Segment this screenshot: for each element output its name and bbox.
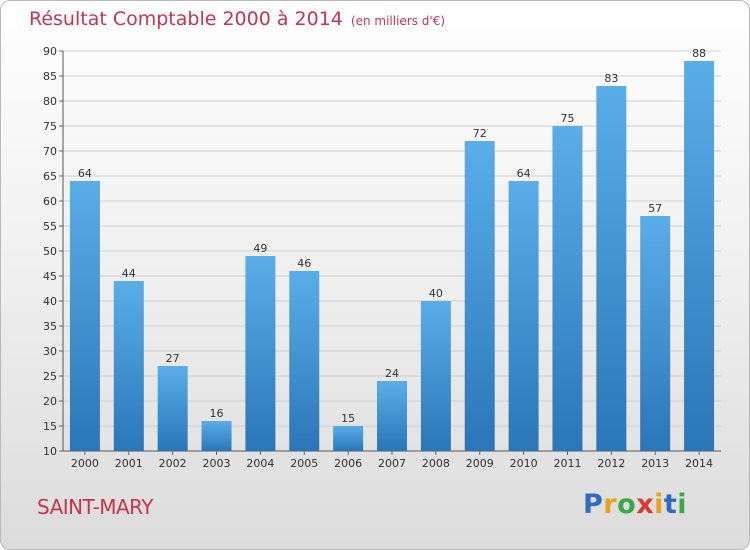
bar-2004 [245,256,276,451]
logo-letter: x [636,489,655,520]
bar-2011 [552,126,583,451]
bar-2000 [69,181,100,451]
x-tick-label-2004: 2004 [246,457,274,470]
data-label-2007: 24 [385,367,399,380]
logo-letter: i [654,489,664,520]
bar-2010 [508,181,539,451]
bar-2006 [333,426,364,451]
y-tick-label: 35 [43,320,57,333]
x-tick-label-2014: 2014 [685,457,713,470]
x-tick-label-2008: 2008 [422,457,450,470]
x-tick-label-2005: 2005 [290,457,318,470]
proxiti-logo[interactable]: Proxiti [583,489,687,520]
data-label-2013: 57 [648,202,662,215]
data-label-2002: 27 [166,352,180,365]
y-tick-label: 30 [43,345,57,358]
y-tick-label: 10 [43,445,57,458]
bar-2009 [464,141,495,451]
bar-2012 [596,86,627,451]
bar-2007 [377,381,407,451]
logo-letter: r [603,489,618,520]
axis-layer: 10 15 20 25 30 35 40 45 50 55 60 65 70 75 80 85 90 2000 20… [43,45,721,470]
logo-letter: i [677,489,688,520]
data-label-2008: 40 [429,287,443,300]
logo-letter: P [583,489,604,520]
data-label-2012: 83 [604,72,618,85]
x-tick-label-2002: 2002 [159,457,187,470]
data-label-2006: 15 [341,412,355,425]
bar-2014 [684,61,715,451]
bar-2005 [289,271,320,451]
data-label-2011: 75 [560,112,574,125]
x-tick-label-2003: 2003 [203,457,231,470]
x-tick-label-2001: 2001 [115,457,143,470]
y-tick-label: 75 [43,120,57,133]
data-label-2004: 49 [253,242,267,255]
data-label-2010: 64 [517,167,531,180]
commune-name: SAINT-MARY [37,495,153,519]
y-tick-label: 50 [43,245,57,258]
data-label-2005: 46 [297,257,311,270]
y-tick-label: 60 [43,195,57,208]
data-label-2001: 44 [122,267,136,280]
data-label-2000: 64 [78,167,92,180]
logo-letter: t [663,489,678,520]
y-tick-label: 25 [43,370,57,383]
x-tick-label-2009: 2009 [466,457,494,470]
chart-title-text: Résultat Comptable 2000 à 2014 [29,8,343,30]
x-tick-label-2007: 2007 [378,457,406,470]
x-tick-label-2012: 2012 [597,457,625,470]
bar-2003 [201,421,232,451]
y-tick-label: 45 [43,270,57,283]
y-tick-label: 20 [43,395,57,408]
y-tick-label: 90 [43,45,57,58]
bar-2008 [420,301,451,451]
bar-layer: 64 44 27 16 49 46 15 24 40 72 64 75 83 57 88 [69,47,715,451]
bar-2013 [640,216,671,451]
data-label-2003: 16 [210,407,224,420]
y-tick-label: 65 [43,170,57,183]
chart-title: Résultat Comptable 2000 à 2014 (en millie… [29,8,445,30]
y-tick-label: 40 [43,295,57,308]
x-tick-label-2006: 2006 [334,457,362,470]
data-label-2009: 72 [473,127,487,140]
chart-subtitle: (en milliers d'€) [350,14,446,28]
x-tick-label-2000: 2000 [71,457,99,470]
y-tick-label: 85 [43,70,57,83]
x-tick-label-2011: 2011 [553,457,581,470]
bar-2002 [157,366,188,451]
x-tick-label-2013: 2013 [641,457,669,470]
y-tick-label: 80 [43,95,57,108]
y-tick-label: 70 [43,145,57,158]
logo-letter: o [617,489,637,520]
bar-2001 [113,281,144,451]
x-tick-label-2010: 2010 [510,457,538,470]
data-label-2014: 88 [692,47,706,60]
y-tick-label: 15 [43,420,57,433]
y-tick-label: 55 [43,220,57,233]
